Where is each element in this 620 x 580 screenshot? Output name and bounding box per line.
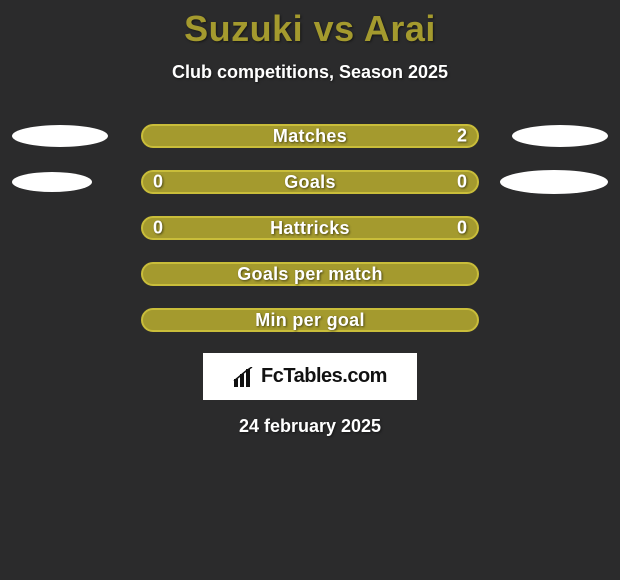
stat-value-right: 0: [457, 172, 467, 193]
stat-value-right: 2: [457, 126, 467, 147]
stat-bar: Goals 0 0: [141, 170, 479, 194]
logo-text: FcTables.com: [261, 365, 387, 388]
stat-row: Goals 0 0: [0, 159, 620, 205]
stat-bar: Goals per match: [141, 262, 479, 286]
stat-label: Min per goal: [255, 310, 365, 331]
left-player-ellipse: [12, 172, 92, 192]
right-player-ellipse: [500, 170, 608, 194]
stat-row: Hattricks 0 0: [0, 205, 620, 251]
page-subtitle: Club competitions, Season 2025: [172, 62, 448, 83]
stat-row: Matches 2: [0, 113, 620, 159]
stat-label: Hattricks: [270, 218, 350, 239]
left-player-ellipse: [12, 125, 108, 147]
stat-bar: Hattricks 0 0: [141, 216, 479, 240]
comparison-infographic: Suzuki vs Arai Club competitions, Season…: [0, 0, 620, 580]
stat-value-right: 0: [457, 218, 467, 239]
stat-value-left: 0: [153, 218, 163, 239]
date-label: 24 february 2025: [239, 416, 381, 437]
stat-row: Goals per match: [0, 251, 620, 297]
comparison-chart: Matches 2 Goals 0 0 Hattricks 0 0 Goals per matc…: [0, 113, 620, 343]
stat-label: Goals per match: [237, 264, 383, 285]
stat-row: Min per goal: [0, 297, 620, 343]
logo-bars-icon: [233, 367, 255, 387]
stat-value-left: 0: [153, 172, 163, 193]
right-player-ellipse: [512, 125, 608, 147]
stat-bar: Min per goal: [141, 308, 479, 332]
stat-label: Matches: [273, 126, 347, 147]
stat-label: Goals: [284, 172, 336, 193]
logo-box: FcTables.com: [203, 353, 417, 400]
stat-bar: Matches 2: [141, 124, 479, 148]
page-title: Suzuki vs Arai: [184, 8, 436, 50]
